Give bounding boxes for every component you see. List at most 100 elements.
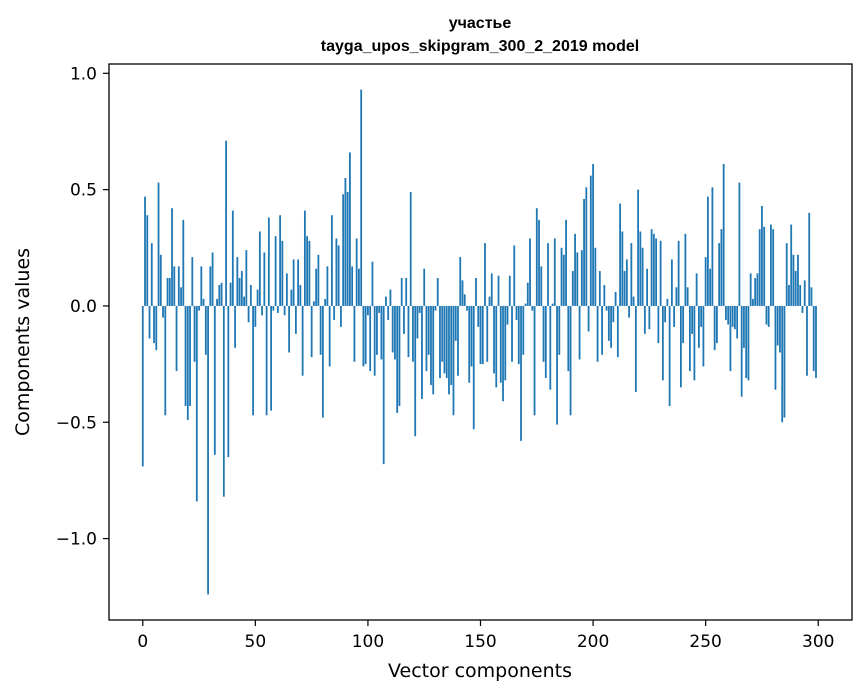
- bar-15: [175, 305, 178, 372]
- bar-273: [756, 273, 759, 306]
- bar-148: [475, 278, 477, 306]
- bar-236: [673, 305, 676, 327]
- bar-240: [682, 305, 685, 344]
- bar-72: [303, 210, 306, 306]
- bar-101: [369, 305, 372, 372]
- bar-128: [430, 305, 432, 386]
- bar-54: [263, 252, 266, 306]
- bar-121: [414, 305, 417, 437]
- bar-244: [691, 305, 694, 334]
- bar-55: [265, 305, 268, 416]
- bar-61: [279, 215, 282, 306]
- y-tick-label-4: 1.0: [70, 64, 97, 84]
- bar-127: [427, 305, 430, 355]
- bar-168: [520, 305, 522, 441]
- bar-125: [423, 268, 426, 306]
- bar-64: [285, 273, 288, 306]
- bar-35: [220, 282, 223, 306]
- bar-232: [664, 305, 667, 323]
- bar-140: [457, 305, 459, 376]
- bar-191: [571, 271, 574, 306]
- bar-269: [747, 305, 750, 381]
- bar-10: [164, 305, 167, 416]
- bar-142: [461, 280, 464, 306]
- bar-242: [686, 287, 689, 306]
- bar-260: [727, 305, 730, 325]
- bar-11: [166, 278, 169, 306]
- bar-98: [362, 305, 365, 367]
- bar-150: [479, 305, 482, 365]
- bar-120: [412, 305, 414, 362]
- bar-162: [506, 305, 509, 325]
- bar-73: [306, 236, 309, 306]
- bar-245: [693, 305, 696, 381]
- bar-174: [533, 305, 536, 416]
- bar-184: [556, 305, 558, 425]
- bar-194: [578, 305, 581, 360]
- bar-256: [718, 243, 721, 306]
- y-tick-label-3: 0.5: [70, 181, 97, 201]
- bar-76: [312, 301, 315, 306]
- bar-37: [225, 140, 227, 306]
- bar-235: [670, 259, 673, 306]
- bar-141: [459, 257, 462, 306]
- bar-253: [711, 187, 714, 306]
- bar-155: [490, 273, 493, 306]
- bar-47: [247, 305, 250, 323]
- bar-293: [801, 305, 804, 313]
- bar-295: [806, 305, 808, 376]
- bar-20: [186, 305, 189, 420]
- bar-69: [297, 259, 300, 306]
- bar-248: [700, 305, 703, 327]
- bar-177: [540, 266, 543, 306]
- bar-286: [785, 243, 788, 306]
- bar-228: [655, 238, 658, 306]
- bar-14: [173, 266, 176, 306]
- bar-24: [195, 305, 198, 502]
- chart-title-line2: tayga_upos_skipgram_300_2_2019 model: [321, 38, 639, 55]
- bar-149: [477, 305, 480, 327]
- bar-53: [261, 305, 263, 316]
- bar-75: [310, 305, 313, 358]
- bar-90: [344, 177, 347, 306]
- bar-209: [612, 305, 615, 323]
- bar-139: [454, 305, 457, 341]
- bar-106: [380, 305, 383, 360]
- bar-21: [189, 305, 191, 406]
- bar-3: [148, 305, 151, 339]
- bar-78: [317, 254, 320, 306]
- bar-91: [346, 191, 349, 306]
- bar-154: [488, 296, 491, 306]
- bar-9: [162, 305, 164, 318]
- bar-195: [580, 250, 583, 306]
- bar-280: [772, 229, 775, 306]
- x-tick-label-150: 150: [464, 632, 496, 652]
- bar-126: [425, 305, 428, 372]
- bar-264: [736, 305, 739, 339]
- bar-247: [698, 305, 700, 348]
- bar-134: [443, 305, 446, 374]
- bar-96: [358, 268, 360, 306]
- bar-259: [725, 305, 727, 320]
- bar-223: [643, 305, 646, 334]
- bar-279: [770, 224, 772, 306]
- bar-23: [193, 305, 196, 362]
- bar-130: [434, 305, 437, 311]
- x-tick-label-100: 100: [352, 632, 384, 652]
- bar-112: [394, 305, 396, 360]
- bar-202: [596, 305, 599, 362]
- bar-104: [376, 305, 378, 355]
- bar-200: [592, 164, 594, 306]
- x-tick-label-200: 200: [577, 632, 609, 652]
- bar-261: [729, 305, 732, 372]
- bar-182: [551, 303, 554, 306]
- bar-271: [752, 298, 754, 306]
- bar-206: [605, 305, 608, 311]
- bar-0: [141, 305, 144, 467]
- bar-272: [754, 278, 757, 306]
- bar-18: [182, 219, 185, 306]
- bar-34: [218, 285, 221, 306]
- bar-196: [583, 198, 585, 306]
- bar-59: [274, 236, 277, 306]
- bar-217: [630, 243, 633, 306]
